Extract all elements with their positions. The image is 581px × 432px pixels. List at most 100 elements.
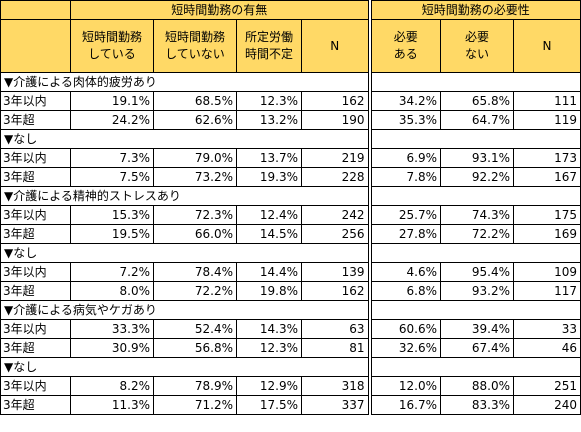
- row-label: 3年超: [0, 338, 71, 358]
- table-cell: 95.4%: [440, 262, 515, 282]
- table-cell: 256: [300, 224, 371, 244]
- table-cell: 73.2%: [153, 167, 237, 187]
- group2-title: 短時間勤務の必要性: [367, 0, 581, 20]
- table-cell: 19.8%: [236, 281, 302, 301]
- table-cell: 62.6%: [153, 110, 237, 130]
- column-header-line: ない: [465, 47, 490, 61]
- table-cell: 219: [300, 148, 371, 168]
- table-cell: 8.0%: [70, 281, 154, 301]
- table-cell: 65.8%: [440, 91, 515, 111]
- section-header-row: ▼介護による病気やケガあり: [0, 300, 581, 320]
- table-row: 3年以内 8.2% 78.9% 12.9% 318 12.0% 88.0% 251: [0, 376, 581, 396]
- table-row: 3年以内 19.1% 68.5% 12.3% 162 34.2% 65.8% 111: [0, 91, 581, 111]
- section-title: ▼介護による病気やケガあり: [0, 300, 371, 320]
- table-row: 3年超 30.9% 56.8% 12.3% 81 32.6% 67.4% 46: [0, 338, 581, 358]
- table-cell: 19.1%: [70, 91, 154, 111]
- table-cell: 242: [300, 205, 371, 225]
- table-cell: 7.8%: [367, 167, 442, 187]
- column-header: N: [513, 19, 581, 73]
- column-header-line: 短時間勤務: [81, 30, 142, 44]
- table-cell: 67.4%: [440, 338, 515, 358]
- table-row: 3年以内 33.3% 52.4% 14.3% 63 60.6% 39.4% 33: [0, 319, 581, 339]
- table-cell: 30.9%: [70, 338, 154, 358]
- column-header: N: [300, 19, 371, 73]
- table-cell: 7.5%: [70, 167, 154, 187]
- section-title: ▼なし: [0, 243, 371, 263]
- table-cell: 139: [300, 262, 371, 282]
- table-cell: 337: [300, 395, 371, 415]
- table-cell: 12.0%: [367, 376, 442, 396]
- table-cell: 6.8%: [367, 281, 442, 301]
- table-cell: 19.3%: [236, 167, 302, 187]
- table-cell: 175: [513, 205, 581, 225]
- corner-cell-sub: [0, 19, 71, 73]
- table-cell: 109: [513, 262, 581, 282]
- column-header: 短時間勤務 している: [70, 19, 154, 73]
- table-cell: 13.2%: [236, 110, 302, 130]
- table-cell: 7.2%: [70, 262, 154, 282]
- table-cell: 190: [300, 110, 371, 130]
- table-cell: 13.7%: [236, 148, 302, 168]
- section-title-blank: [367, 300, 581, 320]
- table-cell: 111: [513, 91, 581, 111]
- section-title-blank: [367, 129, 581, 149]
- table-cell: 167: [513, 167, 581, 187]
- row-label: 3年超: [0, 167, 71, 187]
- table-cell: 4.6%: [367, 262, 442, 282]
- table-cell: 19.5%: [70, 224, 154, 244]
- table-cell: 78.9%: [153, 376, 237, 396]
- table-cell: 228: [300, 167, 371, 187]
- table-cell: 56.8%: [153, 338, 237, 358]
- column-header-line: N: [542, 38, 552, 53]
- table-cell: 14.3%: [236, 319, 302, 339]
- corner-cell: [0, 0, 71, 20]
- table-cell: 162: [300, 91, 371, 111]
- section-title-blank: [367, 357, 581, 377]
- column-header-line: 時間不定: [244, 47, 293, 61]
- table-cell: 93.1%: [440, 148, 515, 168]
- table-cell: 6.9%: [367, 148, 442, 168]
- table-cell: 33: [513, 319, 581, 339]
- table-cell: 72.2%: [153, 281, 237, 301]
- row-label: 3年以内: [0, 262, 71, 282]
- column-header-line: していない: [165, 47, 225, 61]
- table-cell: 11.3%: [70, 395, 154, 415]
- column-header-line: N: [330, 38, 340, 53]
- table-cell: 79.0%: [153, 148, 237, 168]
- row-label: 3年以内: [0, 91, 71, 111]
- table-row: 3年超 24.2% 62.6% 13.2% 190 35.3% 64.7% 119: [0, 110, 581, 130]
- table-cell: 12.9%: [236, 376, 302, 396]
- table-cell: 251: [513, 376, 581, 396]
- table-cell: 74.3%: [440, 205, 515, 225]
- table-cell: 68.5%: [153, 91, 237, 111]
- row-label: 3年超: [0, 281, 71, 301]
- section-title: ▼なし: [0, 129, 371, 149]
- table-cell: 25.7%: [367, 205, 442, 225]
- column-header: 短時間勤務していない: [153, 19, 237, 73]
- section-header-row: ▼なし: [0, 357, 581, 377]
- table-cell: 7.3%: [70, 148, 154, 168]
- table-cell: 173: [513, 148, 581, 168]
- section-header-row: ▼介護による精神的ストレスあり: [0, 186, 581, 206]
- column-header-line: ある: [393, 47, 418, 61]
- section-title-blank: [367, 243, 581, 263]
- section-title-blank: [367, 186, 581, 206]
- table-cell: 27.8%: [367, 224, 442, 244]
- table-cell: 92.2%: [440, 167, 515, 187]
- section-title: ▼介護による肉体的疲労あり: [0, 72, 371, 92]
- section-title-blank: [367, 72, 581, 92]
- table-row: 3年以内 7.3% 79.0% 13.7% 219 6.9% 93.1% 173: [0, 148, 581, 168]
- table-cell: 24.2%: [70, 110, 154, 130]
- row-label: 3年以内: [0, 205, 71, 225]
- group1-title: 短時間勤務の有無: [69, 0, 371, 20]
- data-table: 短時間勤務の有無 短時間勤務の必要性 短時間勤務 している 短時間勤務 していない 所定…: [0, 0, 581, 415]
- table-cell: 117: [513, 281, 581, 301]
- column-header-line: 短時間勤務: [164, 30, 225, 44]
- table-cell: 60.6%: [367, 319, 442, 339]
- table-cell: 12.3%: [236, 91, 302, 111]
- table-row: 3年超 11.3% 71.2% 17.5% 337 16.7% 83.3% 240: [0, 395, 581, 415]
- column-header-row: 短時間勤務 している 短時間勤務 していない 所定労働 時間不定 N 必要 ある 必要 ない N: [0, 19, 581, 73]
- table-row: 3年以内 7.2% 78.4% 14.4% 139 4.6% 95.4% 109: [0, 262, 581, 282]
- table-cell: 88.0%: [440, 376, 515, 396]
- table-cell: 72.3%: [153, 205, 237, 225]
